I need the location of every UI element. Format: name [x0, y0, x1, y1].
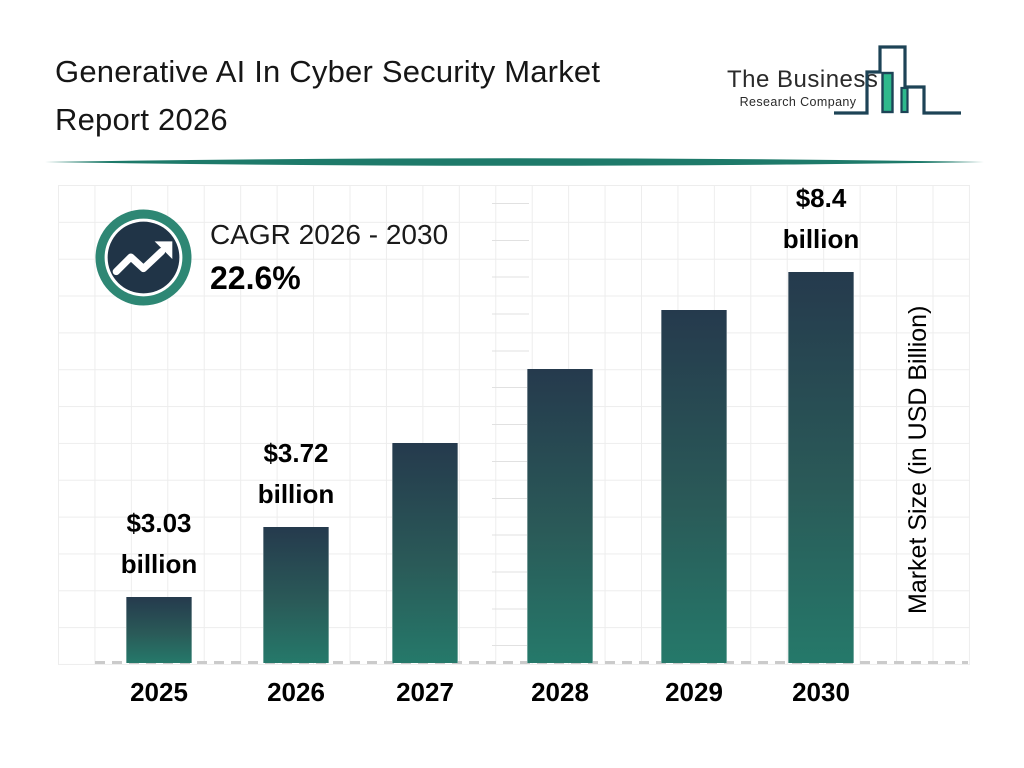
bar-2029	[661, 310, 727, 663]
data-label-2026-line2: billion	[257, 479, 335, 509]
x-tick-2030: 2030	[792, 677, 850, 707]
x-tick-2029: 2029	[665, 677, 723, 707]
x-tick-2025: 2025	[130, 677, 188, 707]
data-label-2026-line1: $3.72	[263, 438, 329, 468]
bar-2025	[126, 597, 192, 663]
bar-2027	[392, 443, 458, 663]
x-tick-2026: 2026	[267, 677, 325, 707]
data-label-2025-line2: billion	[120, 549, 198, 579]
cagr-period-label: CAGR 2026 - 2030	[210, 219, 449, 250]
page-title-line1: Generative AI In Cyber Security Market	[55, 54, 601, 89]
skyline-bar-chart-icon	[834, 45, 961, 115]
company-name: The Business	[727, 66, 879, 93]
data-label-2026: $3.72 billion	[211, 429, 381, 515]
bar-2030	[788, 272, 854, 663]
x-tick-2027: 2027	[396, 677, 454, 707]
trending-up-icon	[95, 209, 192, 306]
y-axis-label: Market Size (in USD Billion)	[904, 305, 932, 615]
company-logo: The Business Research Company	[720, 36, 1000, 126]
data-label-2030-line1: $8.4	[795, 183, 847, 213]
company-subname: Research Company	[739, 95, 857, 109]
data-label-2030-line2: billion	[782, 224, 860, 254]
company-logo-text: The Business Research Company	[727, 66, 879, 109]
cagr-value: 22.6%	[210, 260, 301, 296]
data-label-2025: $3.03 billion	[74, 499, 244, 585]
bar-2026	[263, 527, 329, 663]
page-title-line2: Report 2026	[55, 102, 228, 137]
page-title: Generative AI In Cyber Security Market R…	[55, 48, 735, 144]
header-divider	[45, 158, 984, 166]
data-label-2030: $8.4 billion	[736, 174, 906, 260]
x-tick-2028: 2028	[531, 677, 589, 707]
data-label-2025-line1: $3.03	[126, 508, 192, 538]
chart-grid-minor-ticks	[492, 203, 529, 646]
bar-2028	[527, 369, 593, 663]
